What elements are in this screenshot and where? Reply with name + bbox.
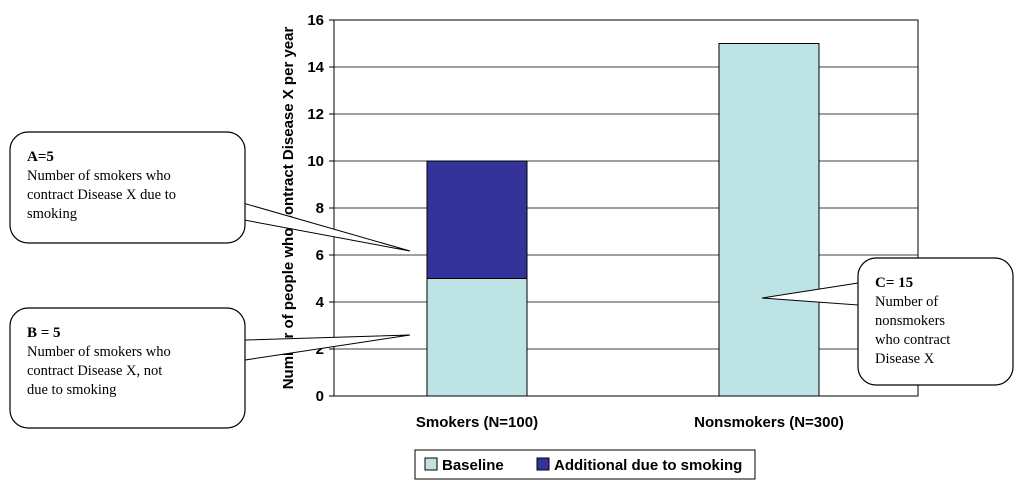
y-tick-label: 16 — [307, 12, 324, 29]
callout-line: Number of smokers who — [27, 344, 171, 360]
y-tick-label: 10 — [307, 153, 324, 170]
callout-a: A=5 Number of smokers who contract Disease… — [9, 131, 411, 252]
legend-label: Baseline — [442, 457, 504, 474]
legend-label: Additional due to smoking — [554, 457, 742, 474]
callout-box — [857, 257, 1014, 386]
y-tick-label: 12 — [307, 106, 324, 123]
bars — [426, 43, 820, 397]
callout-line: smoking — [27, 206, 77, 222]
y-tick-label: 6 — [316, 247, 324, 264]
callout-line: who contract — [875, 332, 950, 348]
callout-title: A=5 — [27, 149, 54, 165]
gridlines — [334, 66, 918, 350]
callout-line: due to smoking — [27, 382, 116, 398]
legend-swatch — [536, 457, 550, 471]
y-tick-label: 14 — [307, 59, 324, 76]
category-label: Nonsmokers (N=300) — [694, 414, 844, 431]
callout-title: C= 15 — [875, 275, 913, 291]
callout-line: Number of smokers who — [27, 168, 171, 184]
callout-box — [9, 131, 246, 244]
y-tick-label: 8 — [316, 200, 324, 217]
callout-line: contract Disease X, not — [27, 363, 162, 379]
legend-box — [414, 449, 756, 480]
y-axis-ticks: 0 2 4 6 8 10 12 14 16 — [307, 12, 334, 405]
bar-additional-0 — [426, 160, 528, 279]
callout-c: C= 15 Number of nonsmokers who contract Dise… — [761, 257, 1014, 386]
legend: Baseline Additional due to smoking — [414, 449, 756, 480]
callout-box — [9, 307, 246, 429]
callout-line: Disease X — [875, 351, 935, 367]
callouts: A=5 Number of smokers who contract Disease… — [9, 131, 1014, 429]
callout-line: nonsmokers — [875, 313, 945, 329]
callout-title: B = 5 — [27, 325, 61, 341]
callout-line: Number of — [875, 294, 938, 310]
callout-line: contract Disease X due to — [27, 187, 176, 203]
y-axis-label: Number of people who contract Disease X … — [280, 27, 297, 390]
y-tick-label: 4 — [316, 294, 325, 311]
legend-swatch — [424, 457, 438, 471]
bar-baseline-0 — [426, 278, 528, 397]
x-axis-categories: Smokers (N=100) Nonsmokers (N=300) — [416, 414, 844, 431]
category-label: Smokers (N=100) — [416, 414, 538, 431]
y-tick-label: 0 — [316, 388, 324, 405]
bar-baseline-1 — [718, 43, 820, 397]
y-tick-label: 2 — [316, 341, 324, 358]
callout-b: B = 5 Number of smokers who contract Disea… — [9, 307, 411, 429]
